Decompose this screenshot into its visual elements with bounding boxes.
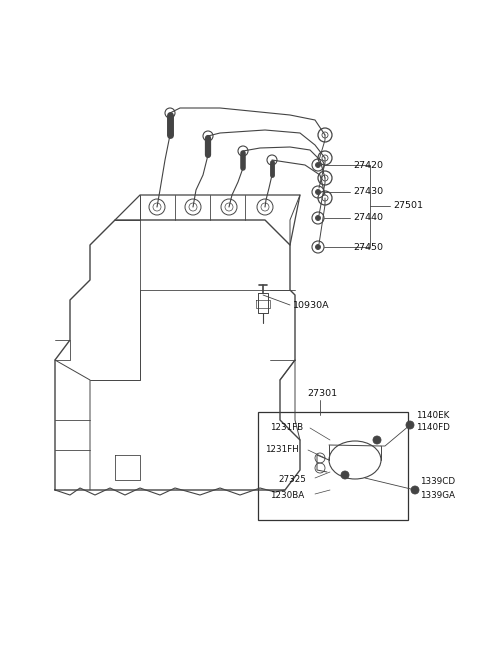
Text: 1140FD: 1140FD xyxy=(416,424,450,432)
Circle shape xyxy=(406,421,414,429)
Text: 27501: 27501 xyxy=(393,202,423,210)
Text: 1339GA: 1339GA xyxy=(420,491,455,500)
Text: 27301: 27301 xyxy=(307,388,337,398)
Text: 1231FB: 1231FB xyxy=(270,424,303,432)
Text: 27440: 27440 xyxy=(353,214,383,223)
Circle shape xyxy=(315,215,321,221)
Text: 27420: 27420 xyxy=(353,160,383,170)
Text: 1231FH: 1231FH xyxy=(265,445,299,455)
Text: 10930A: 10930A xyxy=(293,301,330,310)
Bar xyxy=(258,412,408,520)
Circle shape xyxy=(373,436,381,444)
Text: 1140EK: 1140EK xyxy=(416,411,449,419)
Circle shape xyxy=(341,471,349,479)
Circle shape xyxy=(315,244,321,250)
Circle shape xyxy=(411,486,419,494)
Text: 27430: 27430 xyxy=(353,187,383,196)
Circle shape xyxy=(315,189,321,195)
Text: 1339CD: 1339CD xyxy=(420,477,455,487)
Text: 27325: 27325 xyxy=(278,476,306,485)
Circle shape xyxy=(315,162,321,168)
Text: 1230BA: 1230BA xyxy=(270,491,304,500)
Text: 27450: 27450 xyxy=(353,242,383,252)
